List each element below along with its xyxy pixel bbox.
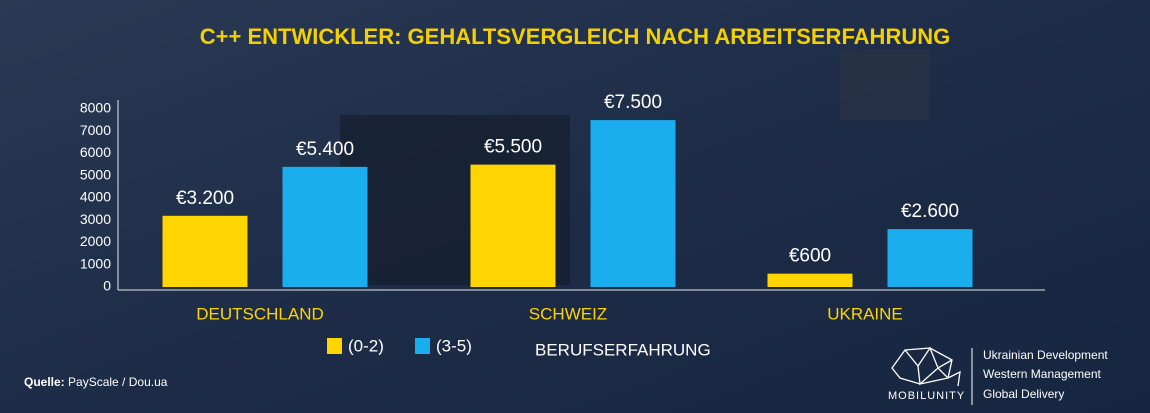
logo-whale-line	[904, 346, 953, 369]
bar	[590, 120, 676, 287]
y-tick-label: 3000	[80, 211, 111, 227]
logo-whale-line	[917, 365, 949, 386]
y-tick-label: 2000	[80, 233, 111, 249]
value-label: €5.500	[484, 137, 542, 158]
x-tick-label: UKRAINE	[827, 304, 903, 323]
x-tick-label: SCHWEIZ	[529, 304, 607, 323]
y-tick-label: 8000	[80, 100, 111, 116]
bar	[767, 273, 853, 287]
value-label: €5.400	[296, 139, 354, 160]
y-tick-label: 4000	[80, 189, 111, 205]
legend-swatch	[415, 338, 430, 354]
tagline: Ukrainian Development	[983, 348, 1108, 362]
legend-label: (3-5)	[436, 336, 472, 355]
bar	[282, 166, 368, 287]
legend-label: (0-2)	[348, 336, 384, 355]
y-tick-label: 6000	[80, 144, 111, 160]
tagline: Global Delivery	[983, 387, 1064, 401]
logo-tail	[947, 370, 961, 387]
bar	[470, 164, 556, 287]
legend-swatch	[327, 338, 342, 354]
bar	[887, 229, 973, 287]
value-label: €2.600	[901, 201, 959, 222]
y-tick-label: 1000	[80, 255, 111, 271]
value-label: €3.200	[176, 188, 234, 209]
source: Quelle: PayScale / Dou.ua	[24, 375, 168, 389]
chart-title: C++ ENTWICKLER: GEHALTSVERGLEICH NACH AR…	[200, 24, 950, 49]
logo	[891, 346, 961, 387]
y-tick-label: 0	[103, 278, 111, 294]
tagline: Western Management	[983, 367, 1102, 381]
bar	[162, 215, 248, 287]
logo-whale	[891, 347, 953, 385]
y-tick-label: 7000	[80, 122, 111, 138]
source-label: Quelle:	[24, 375, 65, 389]
legend-title: BERUFSERFAHRUNG	[535, 340, 711, 359]
value-label: €7.500	[604, 92, 662, 113]
brand-name: MOBILUNITY	[888, 390, 965, 402]
y-tick-label: 5000	[80, 166, 111, 182]
value-label: €600	[789, 246, 831, 267]
bg-monitor	[840, 50, 930, 120]
x-tick-label: DEUTSCHLAND	[196, 304, 324, 323]
source-text: PayScale / Dou.ua	[68, 375, 168, 389]
